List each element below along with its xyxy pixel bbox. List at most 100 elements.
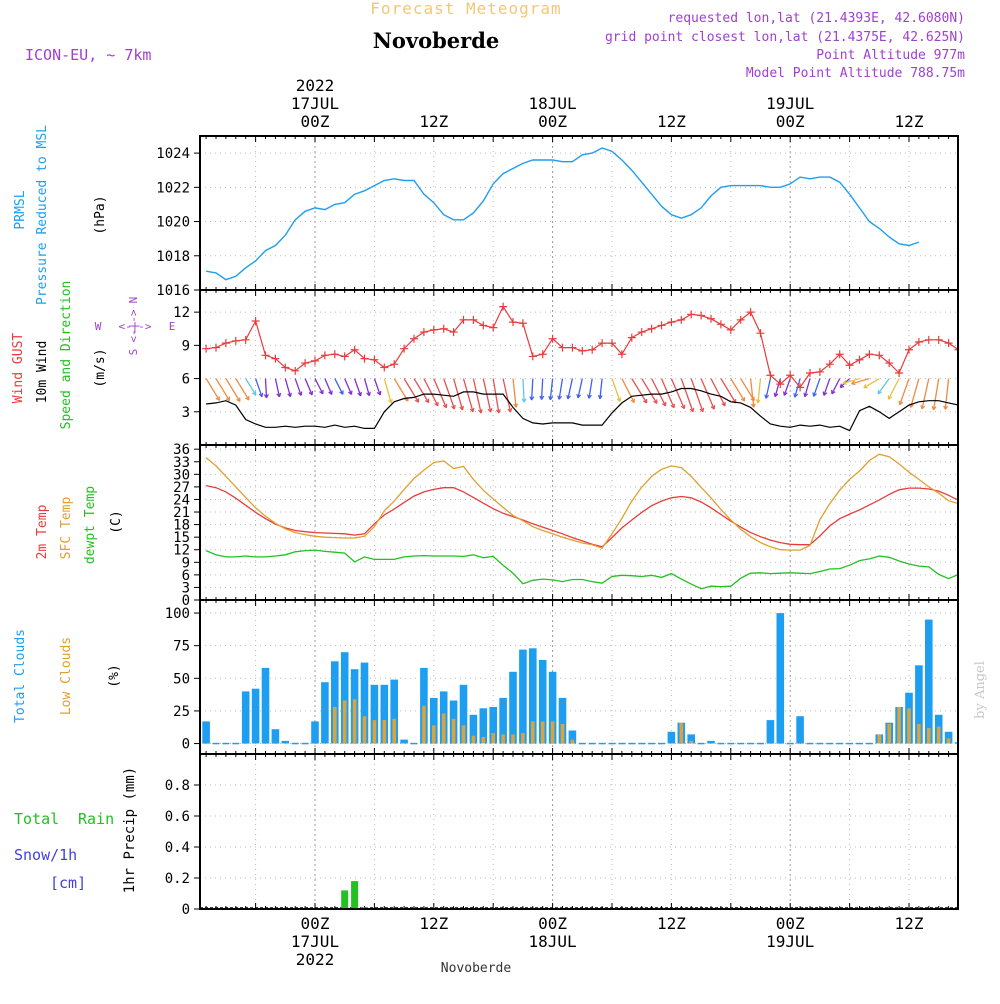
wind-barb-head [236, 397, 241, 403]
wind-barb [294, 378, 302, 396]
gust-marker [271, 354, 280, 363]
compass-w: W [95, 320, 102, 333]
top-time-label: 17JUL [291, 94, 339, 113]
y-tick-label: 0 [182, 902, 190, 918]
gust-marker [796, 383, 805, 392]
gust-marker [439, 324, 448, 333]
gust-marker [499, 302, 508, 311]
top-time-label: 00Z [538, 112, 567, 131]
y-tick-label: 27 [173, 480, 190, 496]
low-cloud-bar [689, 740, 693, 744]
low-cloud-bar [521, 733, 525, 744]
wind-barb-head [597, 394, 603, 400]
total-cloud-bar [499, 697, 507, 744]
gust-marker [865, 350, 874, 359]
total-cloud-bar [558, 697, 567, 744]
wind-barb [842, 377, 860, 384]
y-tick-label: 1018 [156, 249, 190, 265]
gust-marker [905, 345, 913, 354]
low-cloud-bar [877, 734, 882, 744]
wind-barb-head [877, 389, 882, 395]
gust-marker [756, 329, 765, 338]
wind-barb-head [376, 390, 382, 396]
wind-barb-head [909, 403, 914, 408]
wind-barb [631, 378, 648, 404]
y-tick-label: 21 [173, 505, 190, 521]
gust-marker [281, 363, 290, 372]
wind-barb [567, 378, 574, 400]
gust-marker [489, 323, 498, 332]
wind-barb-head [521, 398, 527, 403]
gust-marker [558, 343, 567, 352]
wind-barb-head [529, 396, 535, 401]
gust-marker [786, 371, 795, 380]
total-cloud-bar [360, 662, 369, 744]
wind-barb-head [276, 392, 282, 398]
wind-barb [910, 378, 920, 408]
wind-barb [863, 378, 880, 389]
panel-frame [199, 135, 959, 291]
wind-barb [215, 378, 231, 402]
gust-marker [528, 352, 537, 361]
compass-e: E [169, 320, 176, 333]
low-cloud-bar [946, 738, 951, 744]
low-cloud-bar [907, 708, 911, 744]
wind-barb-head [839, 383, 845, 389]
gust-marker [291, 366, 300, 375]
wind-barb-head [263, 394, 269, 399]
gust-marker [429, 325, 438, 334]
low-cloud-bar [511, 734, 515, 744]
wind-barb [205, 378, 220, 401]
wind-series [202, 302, 957, 432]
wind-barb [944, 378, 950, 410]
wind-barb-head [487, 408, 493, 413]
gust-marker [400, 344, 409, 353]
bottom-time-label: 12Z [657, 914, 686, 933]
wind-barb-head [319, 389, 324, 395]
panel-frame [199, 289, 959, 446]
wind-barb-head [548, 395, 554, 401]
wind-barb-head [764, 394, 770, 399]
y-tick-label: 1016 [156, 283, 190, 299]
wind-barb-head [931, 405, 937, 411]
panel-frame [199, 753, 959, 910]
gust-marker [716, 320, 725, 329]
wind-barb-head [680, 404, 686, 410]
gust-marker [360, 354, 369, 363]
gust-marker [311, 356, 319, 365]
wind-barb [373, 378, 381, 396]
wind-barb [344, 378, 353, 395]
gust-marker [469, 315, 478, 324]
wind-barb-head [557, 395, 562, 400]
gust-marker [944, 339, 953, 348]
gust-marker [578, 346, 587, 355]
total-cloud-bar [548, 671, 557, 744]
gust-marker [251, 317, 260, 325]
wind-barb-head [755, 399, 761, 404]
panel-precip: 0 0.2 0.4 0.6 0.8 [165, 753, 959, 918]
total-cloud-bar [321, 682, 329, 744]
gust-marker [647, 324, 656, 333]
low-cloud-bar [362, 716, 367, 744]
gust-marker [746, 308, 755, 317]
y-tick-label: 75 [173, 639, 190, 655]
precip-label-rain: Rain [78, 810, 114, 828]
temp2m-line [205, 484, 957, 548]
total-cloud-bar [331, 661, 339, 744]
wind-barb-head [357, 391, 362, 397]
wind-barb [472, 378, 482, 414]
wind-barb-head [459, 405, 464, 411]
total-cloud-bar [370, 684, 379, 744]
wind-barb [264, 378, 268, 398]
gust-marker [934, 335, 943, 344]
wind-barb-head [721, 401, 726, 407]
wind-barb [314, 378, 324, 395]
total-cloud-bar [667, 731, 676, 744]
wind-barb-head [851, 380, 856, 386]
info-line-3: Point Altitude 977m [816, 48, 965, 63]
gust-marker [954, 349, 957, 351]
gust-marker [548, 334, 557, 343]
wind-label-speed: Speed and Direction [59, 281, 74, 430]
gust-marker [231, 336, 240, 345]
wind-speed-line [206, 387, 957, 432]
